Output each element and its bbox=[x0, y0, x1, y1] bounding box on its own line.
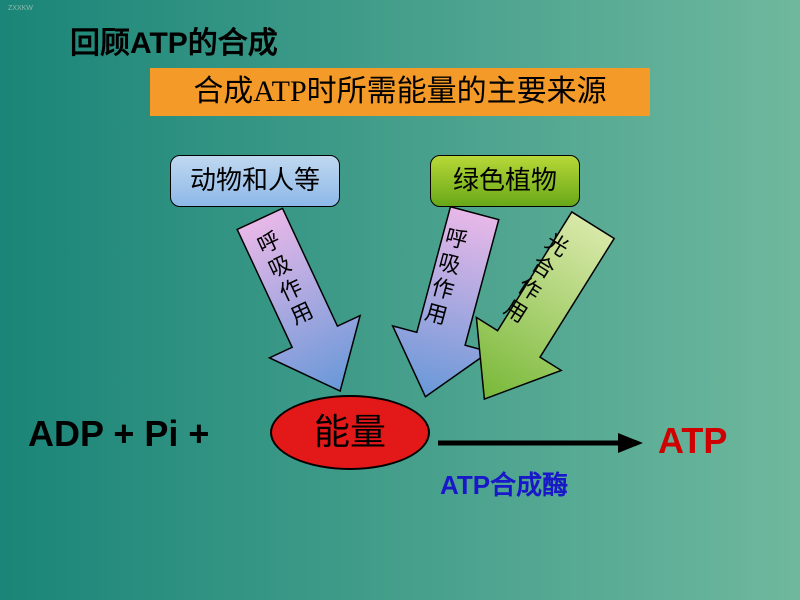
enzyme-label: ATP合成酶 bbox=[440, 465, 568, 502]
box-plants-label: 绿色植物 bbox=[453, 166, 557, 195]
watermark: ZXXKW bbox=[8, 5, 33, 12]
reaction-arrow-icon bbox=[438, 432, 643, 454]
box-animals-label: 动物和人等 bbox=[190, 166, 320, 195]
box-animals: 动物和人等 bbox=[170, 155, 340, 207]
energy-label: 能量 bbox=[314, 412, 386, 452]
energy-ellipse: 能量 bbox=[270, 395, 430, 470]
arrow-photosynthesis bbox=[445, 205, 625, 420]
subtitle-banner: 合成ATP时所需能量的主要来源 bbox=[150, 68, 650, 116]
page-heading: 回顾ATP的合成 bbox=[70, 18, 278, 62]
atp-label: ATP bbox=[658, 420, 727, 462]
box-plants: 绿色植物 bbox=[430, 155, 580, 207]
equation-left: ADP + Pi + bbox=[28, 413, 209, 455]
